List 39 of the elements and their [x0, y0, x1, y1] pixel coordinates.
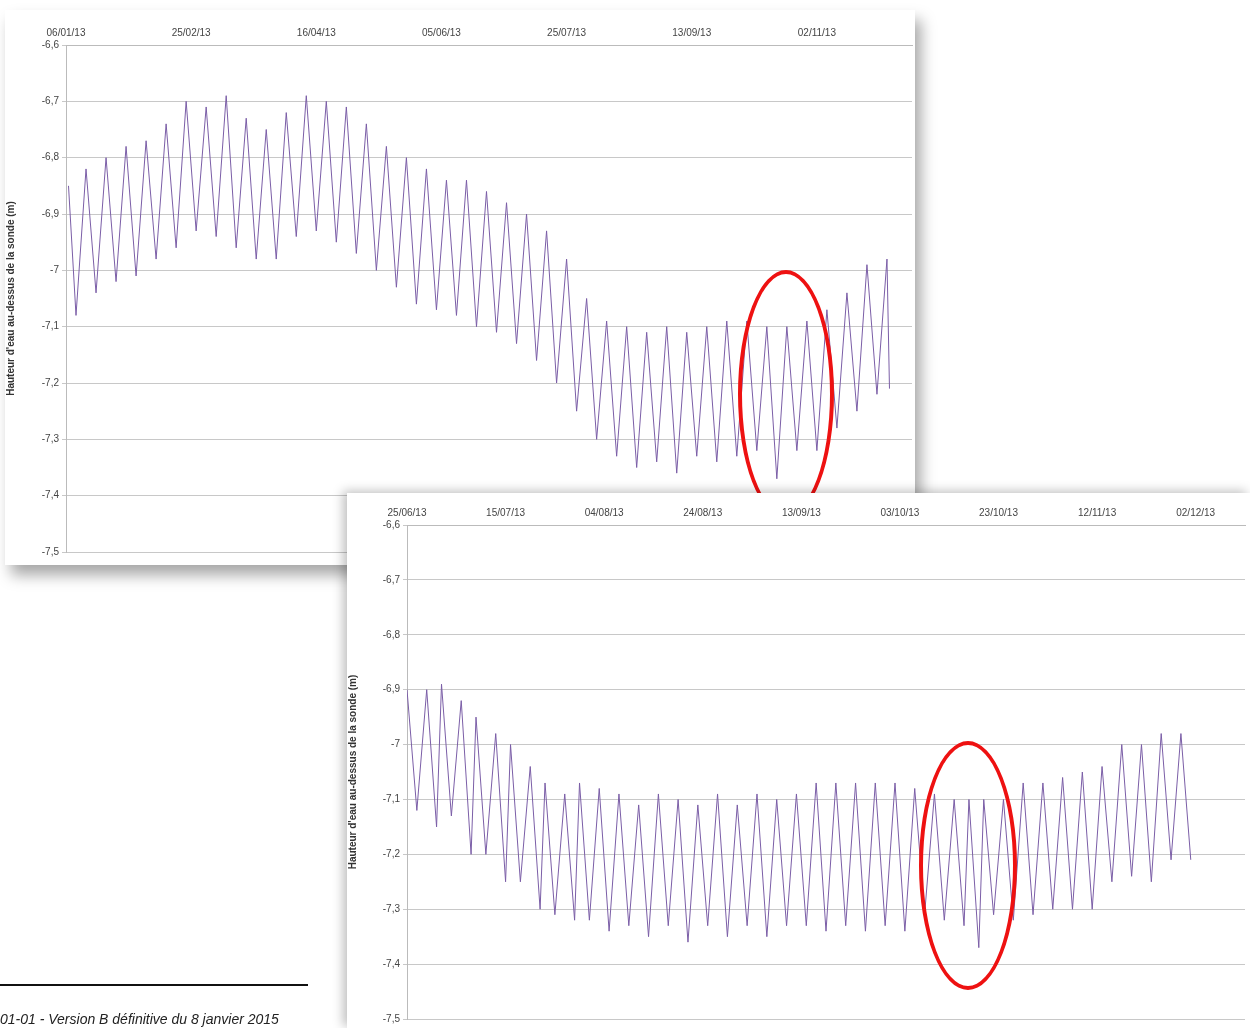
- y-tick-label: -6,6: [382, 518, 401, 530]
- x-tick-label: 13/09/13: [781, 506, 822, 518]
- y-tick-label: -7,1: [41, 320, 60, 332]
- x-tick-label: 13/09/13: [672, 26, 712, 38]
- x-tick-label: 16/04/13: [296, 26, 337, 38]
- y-tick-label: -6,7: [41, 95, 60, 107]
- x-tick-label: 24/08/13: [683, 506, 723, 518]
- y-tick-label: -7,4: [41, 489, 60, 501]
- x-tick-label: 25/07/13: [547, 26, 587, 38]
- text: 01-01 - Version B définitive du 8 janvier 2015: [0, 1011, 279, 1027]
- x-tick-label: 04/08/13: [584, 506, 625, 518]
- y-tick-label: -6,6: [41, 38, 60, 50]
- y-tick-label: -7,2: [382, 848, 401, 860]
- y-tick-label: -7,1: [382, 793, 401, 805]
- x-tick-label: 15/07/13: [486, 506, 526, 518]
- x-tick-label: 06/01/13: [46, 26, 86, 38]
- y-axis-title: Hauteur d'eau au-dessus de la sonde (m): [4, 201, 16, 396]
- x-tick-label: 03/10/13: [880, 506, 920, 518]
- x-tick-label: 12/11/13: [1078, 506, 1117, 518]
- x-tick-label: 25/02/13: [171, 26, 212, 38]
- y-tick-label: -7: [391, 738, 401, 750]
- x-tick-label: 02/12/13: [1176, 506, 1216, 518]
- x-tick-label: 02/11/13: [797, 26, 837, 38]
- y-tick-label: -6,8: [382, 628, 401, 640]
- y-tick-label: -7,5: [41, 545, 60, 557]
- x-tick-label: 23/10/13: [979, 506, 1019, 518]
- y-tick-label: -6,7: [382, 573, 401, 585]
- y-tick-label: -6,9: [382, 683, 401, 695]
- x-tick-label: 25/06/13: [387, 506, 427, 518]
- y-tick-label: -6,8: [41, 151, 60, 163]
- y-tick-label: -7,4: [382, 957, 401, 969]
- y-tick-label: -7,3: [41, 433, 60, 445]
- y-tick-label: -7: [50, 264, 60, 276]
- x-tick-label: 05/06/13: [421, 26, 462, 38]
- y-axis-title: Hauteur d'eau au-dessus de la sonde (m): [346, 674, 358, 870]
- y-tick-label: -6,9: [41, 207, 60, 219]
- y-tick-label: -7,3: [382, 902, 401, 914]
- y-tick-label: -7,5: [382, 1012, 401, 1024]
- y-tick-label: -7,2: [41, 376, 60, 388]
